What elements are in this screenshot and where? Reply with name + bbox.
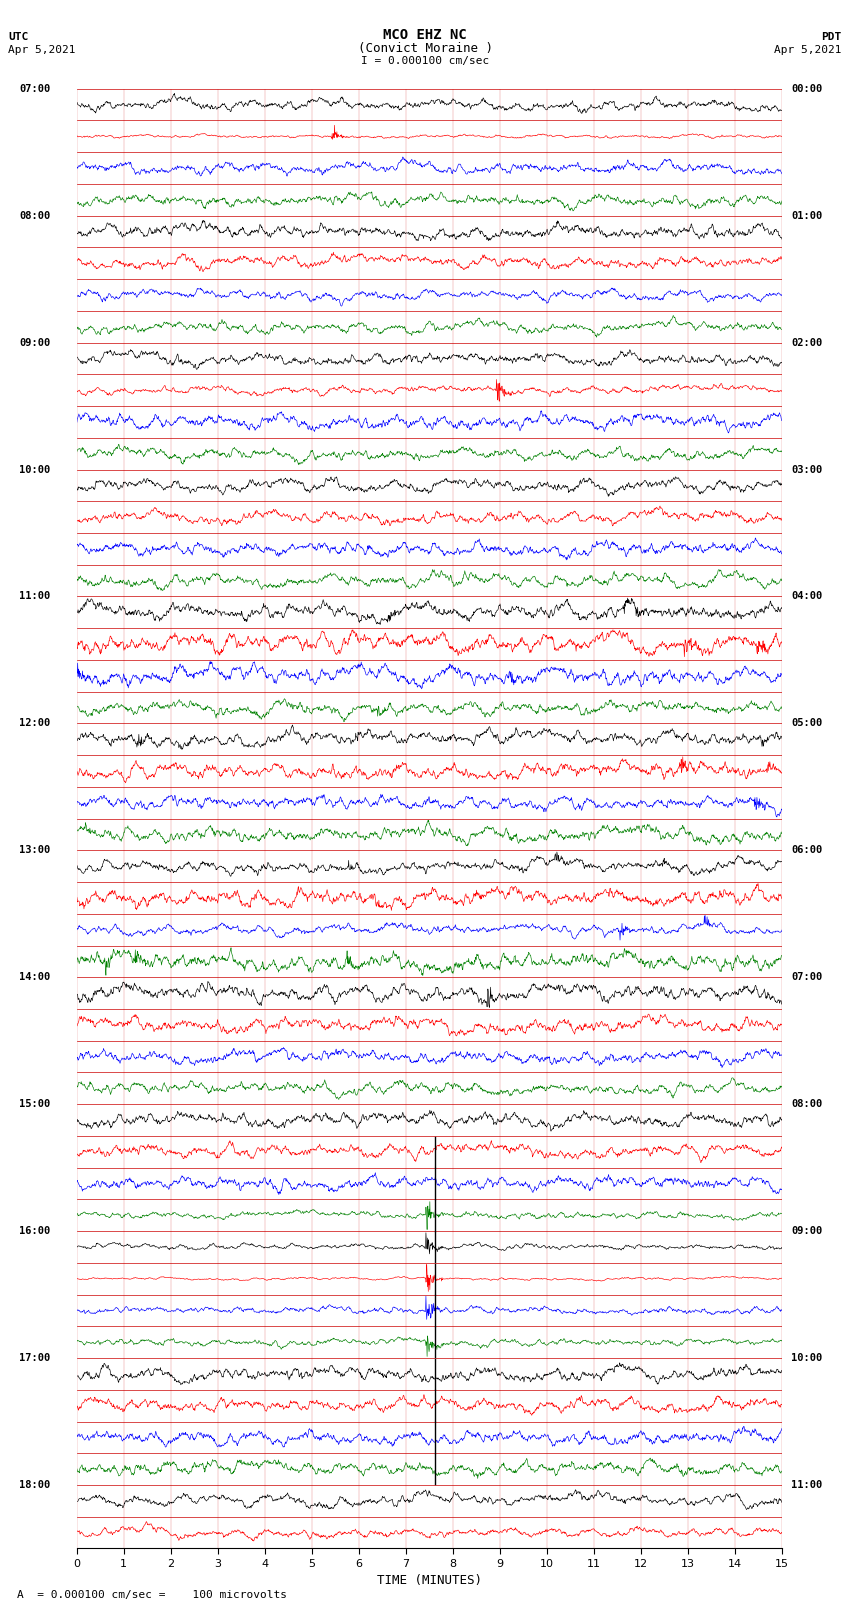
Text: PDT: PDT (821, 32, 842, 42)
Text: 11:00: 11:00 (791, 1481, 823, 1490)
Text: 09:00: 09:00 (20, 337, 51, 347)
Text: 15:00: 15:00 (20, 1098, 51, 1110)
Text: Apr 5,2021: Apr 5,2021 (8, 45, 76, 55)
Text: 18:00: 18:00 (20, 1481, 51, 1490)
Text: 08:00: 08:00 (20, 211, 51, 221)
Text: 13:00: 13:00 (20, 845, 51, 855)
Text: 08:00: 08:00 (791, 1098, 823, 1110)
Text: I = 0.000100 cm/sec: I = 0.000100 cm/sec (361, 56, 489, 66)
X-axis label: TIME (MINUTES): TIME (MINUTES) (377, 1574, 482, 1587)
Text: 06:00: 06:00 (791, 845, 823, 855)
Text: 16:00: 16:00 (20, 1226, 51, 1236)
Text: 07:00: 07:00 (791, 973, 823, 982)
Text: UTC: UTC (8, 32, 29, 42)
Text: (Convict Moraine ): (Convict Moraine ) (358, 42, 492, 55)
Text: Apr 5,2021: Apr 5,2021 (774, 45, 842, 55)
Text: 10:00: 10:00 (20, 465, 51, 474)
Text: 09:00: 09:00 (791, 1226, 823, 1236)
Text: 17:00: 17:00 (20, 1353, 51, 1363)
Text: A  = 0.000100 cm/sec =    100 microvolts: A = 0.000100 cm/sec = 100 microvolts (17, 1590, 287, 1600)
Text: 02:00: 02:00 (791, 337, 823, 347)
Text: 14:00: 14:00 (20, 973, 51, 982)
Text: MCO EHZ NC: MCO EHZ NC (383, 27, 467, 42)
Text: 01:00: 01:00 (791, 211, 823, 221)
Text: 04:00: 04:00 (791, 592, 823, 602)
Text: 10:00: 10:00 (791, 1353, 823, 1363)
Text: 05:00: 05:00 (791, 718, 823, 729)
Text: 07:00: 07:00 (20, 84, 51, 94)
Text: 12:00: 12:00 (20, 718, 51, 729)
Text: 11:00: 11:00 (20, 592, 51, 602)
Text: 00:00: 00:00 (791, 84, 823, 94)
Text: 03:00: 03:00 (791, 465, 823, 474)
